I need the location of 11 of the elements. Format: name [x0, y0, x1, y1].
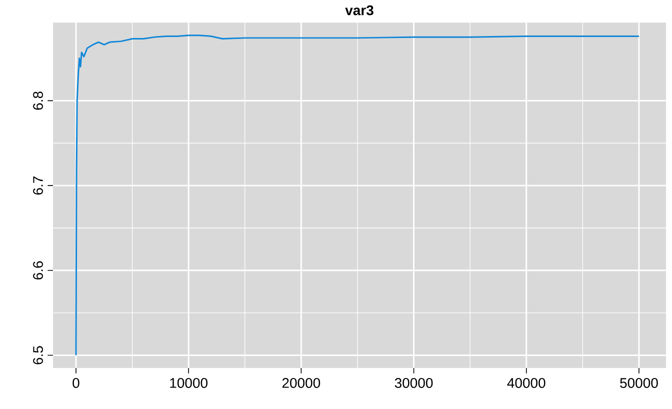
y-tick-label: 6.7 — [33, 176, 43, 195]
y-tick-label: 6.5 — [33, 346, 43, 364]
x-tick-label: 20000 — [282, 378, 320, 388]
y-tick-label: 6.8 — [33, 92, 43, 110]
chart-title: var3 — [345, 5, 374, 16]
x-tick-label: 50000 — [620, 378, 658, 388]
x-tick-label: 40000 — [507, 378, 546, 388]
x-tick-label: 30000 — [394, 378, 433, 388]
x-tick-label: 10000 — [170, 378, 208, 388]
y-tick-label: 6.6 — [33, 261, 43, 280]
x-tick-label: 0 — [72, 378, 80, 388]
